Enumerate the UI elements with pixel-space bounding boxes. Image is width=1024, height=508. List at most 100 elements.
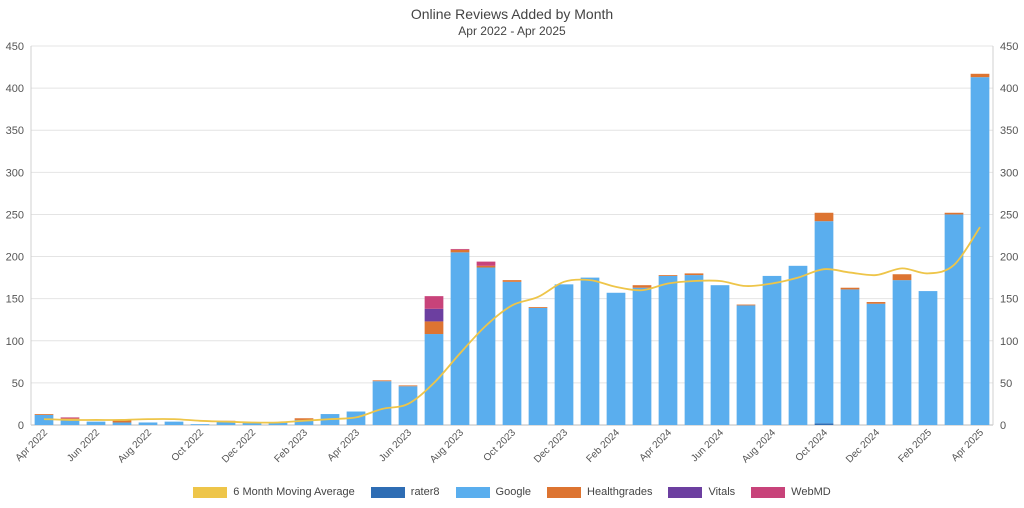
y-tick-label-left: 400 <box>6 83 24 95</box>
legend-label: Vitals <box>708 486 736 498</box>
y-tick-label-left: 350 <box>6 125 24 137</box>
y-tick-label-left: 150 <box>6 294 24 306</box>
bar-segment-google <box>60 419 80 425</box>
bar-segment-healthgrades <box>60 418 80 420</box>
bar-segment-google <box>762 275 782 425</box>
bar-segment-google <box>710 285 730 425</box>
bar-segment-google <box>86 421 106 425</box>
bar-segment-google <box>372 381 392 425</box>
bar-segment-healthgrades <box>502 280 522 282</box>
bar-segment-google <box>970 77 990 425</box>
bar-segment-webmd <box>450 248 470 250</box>
legend-swatch <box>547 486 582 498</box>
y-tick-label-left: 50 <box>12 378 24 390</box>
chart-svg: Online Reviews Added by Month Apr 2022 -… <box>6 6 1019 465</box>
x-tick-label: Dec 2024 <box>844 427 882 465</box>
bar-segment-healthgrades <box>450 249 470 253</box>
bar-segment-google <box>918 291 938 425</box>
moving-average-path <box>43 226 981 424</box>
bar-segment-google <box>684 275 704 425</box>
bar-segment-google <box>736 305 756 425</box>
bar-segment-healthgrades <box>476 265 496 268</box>
moving-average-line <box>43 226 981 424</box>
bar-segment-google <box>216 421 236 425</box>
bar-segment-google <box>944 214 964 425</box>
x-tick-label: Aug 2024 <box>740 427 778 465</box>
x-tick-label: Apr 2022 <box>14 427 51 464</box>
x-tick-label: Apr 2023 <box>326 427 363 464</box>
y-tick-label-right: 300 <box>1000 167 1018 179</box>
bar-segment-google <box>814 221 834 424</box>
chart-title: Online Reviews Added by Month <box>411 6 613 22</box>
legend-item-google[interactable]: Google <box>455 486 532 498</box>
bar-segment-google <box>398 386 418 425</box>
legend-item-6-month-moving-average[interactable]: 6 Month Moving Average <box>193 486 355 498</box>
chart-subtitle: Apr 2022 - Apr 2025 <box>458 24 566 38</box>
bar-segment-google <box>424 334 444 425</box>
bar-segment-google <box>866 303 886 425</box>
bar-segment-rater8 <box>814 423 834 425</box>
legend-label: Google <box>495 486 532 498</box>
bar-segment-healthgrades <box>684 273 704 276</box>
bar-segment-google <box>450 252 470 425</box>
legend-swatch <box>668 486 703 498</box>
legend-item-healthgrades[interactable]: Healthgrades <box>547 486 652 498</box>
bar-segment-google <box>632 287 652 425</box>
legend-item-vitals[interactable]: Vitals <box>668 486 735 498</box>
y-tick-label-right: 0 <box>1000 420 1006 432</box>
bar-segment-healthgrades <box>736 304 756 306</box>
bar-segment-healthgrades <box>814 212 834 222</box>
legend-swatch <box>455 486 490 498</box>
y-tick-label-left: 200 <box>6 252 24 264</box>
bar-segment-google <box>580 277 600 425</box>
x-tick-label: Aug 2023 <box>428 427 466 465</box>
bar-segment-google <box>658 275 678 425</box>
legend-label: Healthgrades <box>587 486 653 498</box>
bar-segment-google <box>164 421 184 425</box>
x-tick-label: Oct 2022 <box>170 427 207 464</box>
y-tick-label-left: 300 <box>6 167 24 179</box>
y-tick-label-right: 400 <box>1000 83 1018 95</box>
bar-segment-google <box>190 424 210 425</box>
legend-item-webmd[interactable]: WebMD <box>751 486 831 498</box>
x-tick-label: Dec 2022 <box>220 427 258 465</box>
legend-item-rater8[interactable]: rater8 <box>370 486 440 498</box>
bar-segment-google <box>892 280 912 425</box>
x-tick-label: Jun 2022 <box>65 427 102 464</box>
x-tick-label: Apr 2024 <box>638 427 675 464</box>
bar-segment-healthgrades <box>34 414 54 415</box>
bar-segment-google <box>554 284 574 425</box>
bars <box>34 73 990 425</box>
y-tick-label-right: 350 <box>1000 125 1018 137</box>
bar-segment-google <box>268 422 288 425</box>
bar-segment-healthgrades <box>944 212 964 215</box>
legend: 6 Month Moving Average rater8 Google Health… <box>0 486 1024 498</box>
legend-label: rater8 <box>410 486 440 498</box>
y-tick-label-left: 450 <box>6 41 24 53</box>
y-tick-label-left: 100 <box>6 336 24 348</box>
x-tick-label: Dec 2023 <box>532 427 570 465</box>
gridlines <box>31 45 993 426</box>
bar-segment-healthgrades <box>866 302 886 304</box>
y-tick-label-right: 150 <box>1000 294 1018 306</box>
bar-segment-healthgrades <box>424 321 444 335</box>
bar-segment-google <box>788 265 808 425</box>
y-tick-label-right: 250 <box>1000 209 1018 221</box>
y-tick-label-left: 0 <box>18 420 24 432</box>
x-tick-label: Jun 2023 <box>377 427 414 464</box>
y-tick-label-right: 200 <box>1000 252 1018 264</box>
bar-segment-webmd <box>60 417 80 419</box>
x-tick-label: Oct 2023 <box>482 427 519 464</box>
bar-segment-google <box>112 422 132 425</box>
y-tick-label-right: 450 <box>1000 41 1018 53</box>
x-tick-label: Feb 2024 <box>584 427 622 465</box>
x-tick-label: Feb 2023 <box>272 427 310 465</box>
bar-segment-healthgrades <box>970 73 990 78</box>
x-tick-label: Oct 2024 <box>794 427 831 464</box>
bar-segment-google <box>138 422 158 425</box>
bar-segment-webmd <box>424 296 444 309</box>
bar-segment-healthgrades <box>632 285 652 288</box>
bar-segment-google <box>606 292 626 425</box>
bar-segment-healthgrades <box>372 380 392 382</box>
